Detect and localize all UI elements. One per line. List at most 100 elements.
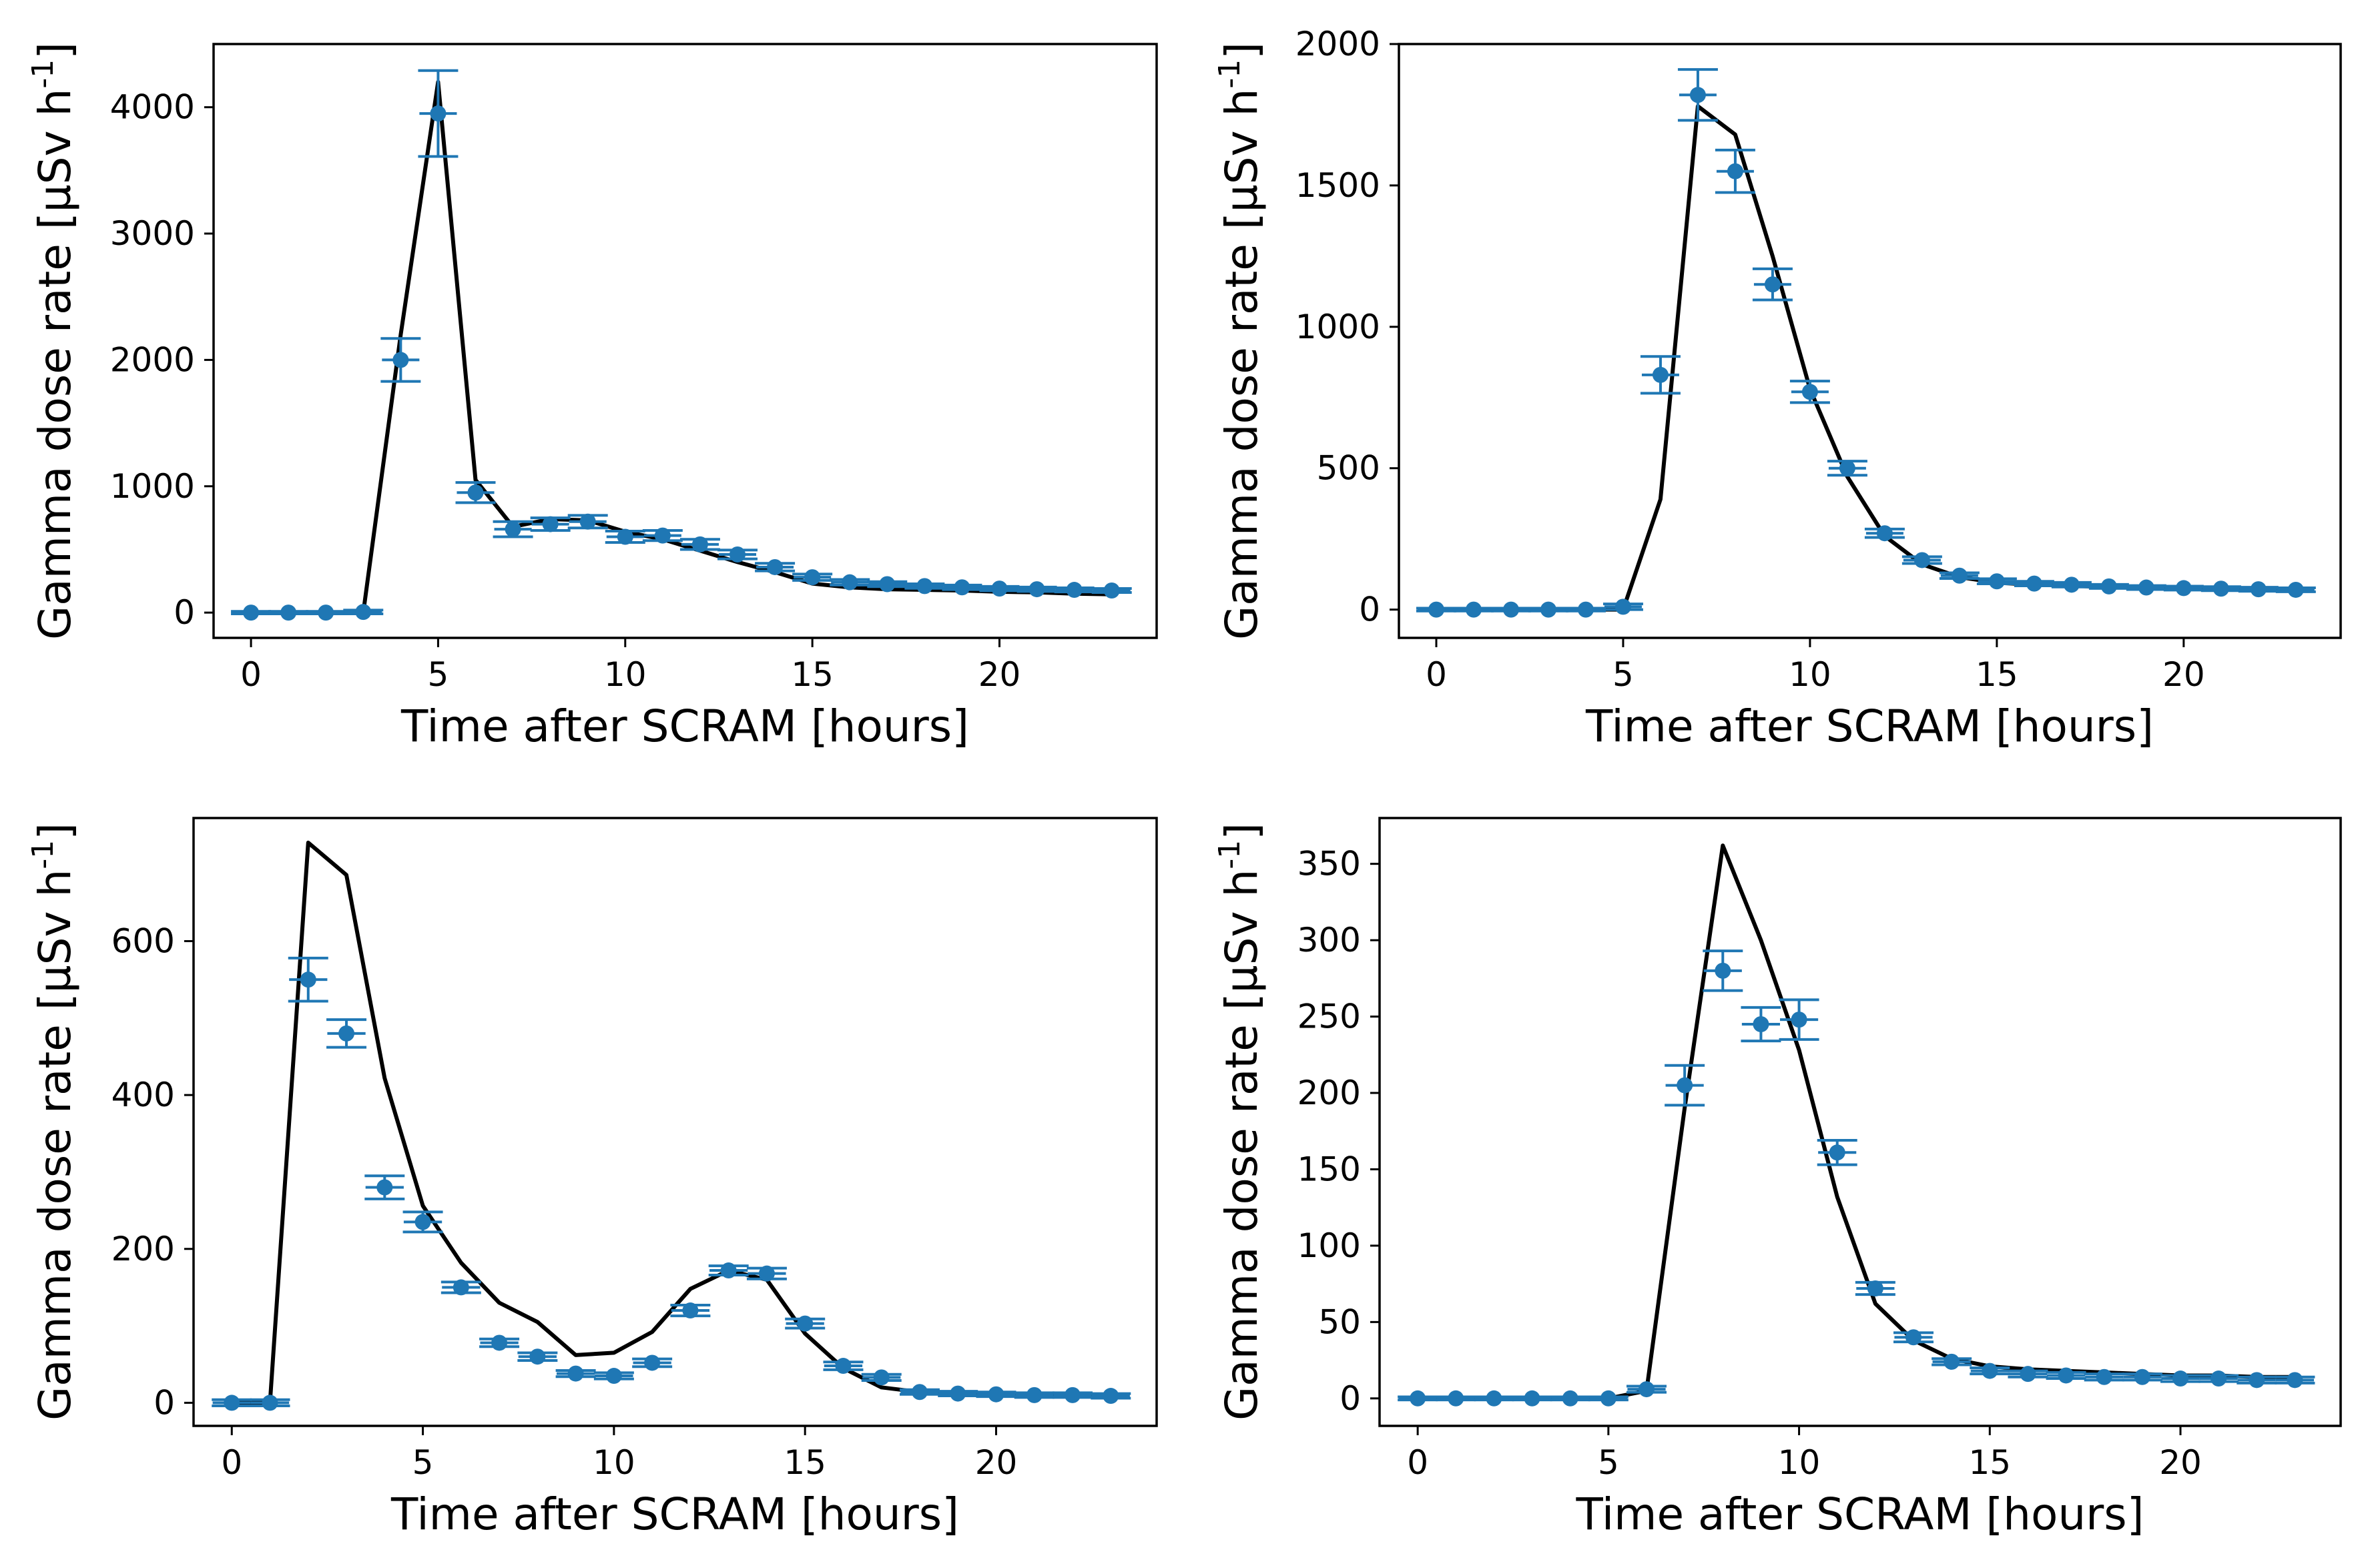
y-tick-label: 100 xyxy=(1297,1226,1361,1265)
measured-point xyxy=(2200,580,2241,597)
axes-frame xyxy=(1378,817,2342,1427)
data-marker xyxy=(2020,1366,2036,1383)
x-tick-label: 0 xyxy=(221,1443,242,1482)
data-marker xyxy=(338,1025,355,1042)
y-tick-label: 200 xyxy=(111,1230,175,1268)
measured-point xyxy=(1627,1381,1667,1398)
data-marker xyxy=(1839,460,1855,476)
measured-point xyxy=(380,337,421,383)
data-marker xyxy=(1801,384,1818,400)
data-marker xyxy=(1562,1390,1578,1407)
measured-point xyxy=(1528,601,1568,618)
measured-point xyxy=(231,605,272,621)
measured-point xyxy=(1752,267,1793,302)
data-marker xyxy=(2026,575,2042,592)
measured-point xyxy=(1855,1280,1895,1296)
y-tick-label: 3000 xyxy=(110,214,195,253)
x-tick-label: 15 xyxy=(791,655,834,694)
data-marker xyxy=(280,605,297,621)
measured-point xyxy=(1665,1064,1705,1107)
x-tick-label: 15 xyxy=(1976,655,2018,694)
measured-point xyxy=(1565,601,1606,618)
measured-point xyxy=(867,576,908,593)
y-tick-label: 600 xyxy=(111,922,175,961)
x-tick-label: 5 xyxy=(428,655,449,694)
y-axis-label-superscript: -1 xyxy=(26,59,60,89)
measured-point xyxy=(904,578,945,595)
measured-point xyxy=(418,69,459,158)
measured-point xyxy=(402,1210,443,1234)
measured-point xyxy=(979,580,1020,597)
data-marker xyxy=(491,1334,508,1351)
measured-point xyxy=(830,574,870,591)
measured-point xyxy=(555,1365,596,1382)
data-marker xyxy=(1867,1280,1883,1296)
y-tick-label: 1000 xyxy=(1295,308,1380,346)
x-tick-label: 10 xyxy=(1789,655,1831,694)
measured-point xyxy=(2275,1372,2315,1389)
data-marker xyxy=(767,558,784,575)
measured-point xyxy=(1016,581,1057,598)
data-marker xyxy=(1715,962,1731,979)
measured-point xyxy=(1817,1138,1857,1166)
data-marker xyxy=(2175,580,2192,597)
axes-frame xyxy=(212,43,1158,639)
x-tick-label: 20 xyxy=(978,655,1021,694)
measured-point xyxy=(717,546,758,563)
data-marker xyxy=(1639,1381,1655,1398)
data-marker xyxy=(691,536,708,552)
measured-point xyxy=(823,1358,864,1375)
x-axis-label: Time after SCRAM [hours] xyxy=(1576,1489,2144,1540)
data-marker xyxy=(1876,525,1893,542)
data-marker xyxy=(1103,582,1120,599)
data-marker xyxy=(1410,1390,1426,1407)
data-marker xyxy=(1103,1388,1119,1405)
data-marker xyxy=(1988,573,2005,590)
model-line xyxy=(232,840,1111,1405)
y-axis-label-text: Gamma dose rate [µSv h xyxy=(1216,869,1267,1421)
measured-point xyxy=(1703,949,1743,992)
measured-point xyxy=(861,1369,902,1386)
measured-point xyxy=(1932,1353,1972,1370)
measured-point xyxy=(343,604,384,621)
x-tick-label: 15 xyxy=(784,1443,826,1482)
measured-point xyxy=(1939,567,1980,584)
x-tick-label: 10 xyxy=(1778,1443,1821,1482)
measured-point xyxy=(2198,1370,2239,1387)
y-axis-label: Gamma dose rate [µSv h-1] xyxy=(26,42,81,640)
data-marker xyxy=(2210,1370,2227,1387)
data-marker xyxy=(720,1262,737,1279)
data-marker xyxy=(879,576,896,593)
measured-point xyxy=(642,527,683,544)
data-marker xyxy=(2249,1372,2265,1389)
y-axis-label-text: Gamma dose rate [µSv h xyxy=(1216,89,1267,640)
measured-point xyxy=(455,481,496,504)
data-marker xyxy=(729,546,746,563)
axes-frame xyxy=(192,817,1158,1427)
y-tick-label: 1500 xyxy=(1295,166,1380,205)
measured-point xyxy=(1588,1390,1629,1407)
data-marker xyxy=(654,527,671,544)
data-marker xyxy=(318,605,334,621)
measured-point xyxy=(212,1395,252,1411)
measured-point xyxy=(1779,998,1819,1041)
measured-point xyxy=(708,1262,749,1279)
data-marker xyxy=(2096,1368,2112,1385)
measured-point xyxy=(1789,380,1830,404)
data-marker xyxy=(835,1358,852,1375)
measured-point xyxy=(1970,1362,2010,1379)
x-axis-label: Time after SCRAM [hours] xyxy=(390,1489,959,1540)
data-marker xyxy=(453,1279,469,1296)
x-tick-label: 0 xyxy=(240,655,262,694)
axes-frame xyxy=(1398,43,2342,639)
data-marker xyxy=(954,579,970,596)
data-marker xyxy=(1951,567,1968,584)
data-marker xyxy=(1524,1390,1540,1407)
data-marker xyxy=(1600,1390,1616,1407)
data-marker xyxy=(916,578,933,595)
y-axis-label-text: Gamma dose rate [µSv h xyxy=(29,869,81,1421)
measured-point xyxy=(942,579,982,596)
measured-point xyxy=(493,520,533,538)
